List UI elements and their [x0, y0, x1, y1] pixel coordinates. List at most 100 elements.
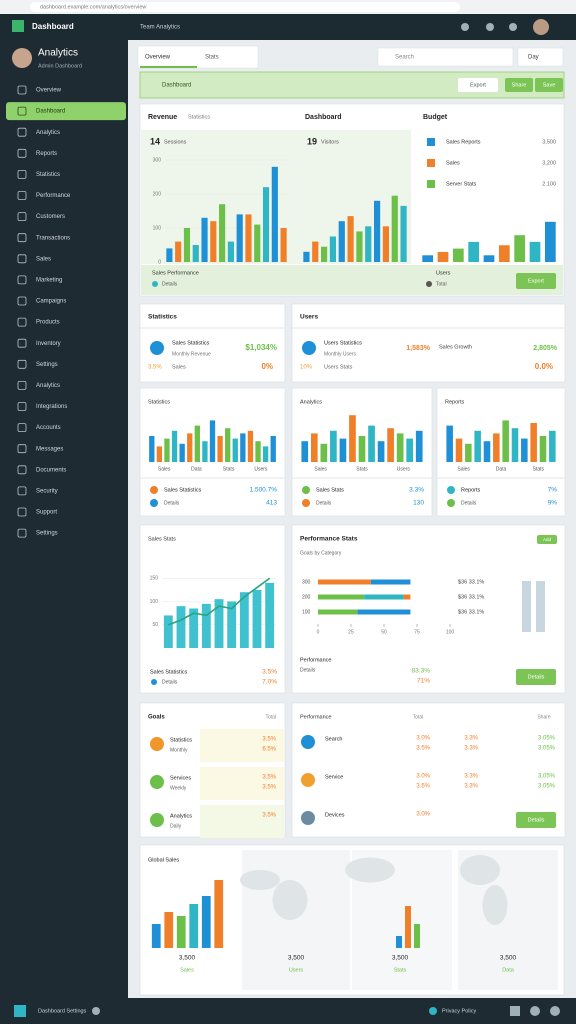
bar — [192, 245, 199, 262]
avatar — [533, 19, 549, 35]
icon — [151, 679, 157, 685]
value: 7.0% — [262, 679, 277, 686]
bar — [338, 221, 345, 262]
legend-icon — [427, 180, 435, 188]
bar — [368, 425, 375, 462]
x-tick-label: Data — [496, 466, 507, 472]
bar — [262, 446, 269, 462]
bar — [163, 615, 173, 648]
x-tick-label: 100 — [446, 629, 455, 635]
trend-line — [168, 577, 271, 626]
y-tick-label: 100 — [150, 599, 159, 605]
legend-entry: Server Stats — [446, 181, 477, 187]
tab-active-line — [140, 66, 197, 68]
bar — [502, 420, 509, 462]
x-tick-label: Data — [191, 466, 202, 472]
note: 10% — [300, 365, 313, 371]
label: Total — [436, 281, 447, 287]
x-tick-label: Sales — [158, 466, 171, 472]
nav-item: Dashboard — [36, 109, 65, 115]
item-title: Analytics — [170, 813, 192, 819]
button-label: Details — [528, 817, 545, 823]
value: $36 33.1% — [458, 609, 484, 615]
nav-icon — [17, 486, 27, 496]
list-row-bg — [200, 767, 284, 800]
label: Monthly — [170, 747, 188, 753]
bar — [396, 433, 404, 462]
banner-title: Dashboard — [162, 83, 191, 89]
button[interactable] — [516, 669, 556, 685]
value: 1,583% — [406, 345, 431, 352]
search-box[interactable] — [377, 47, 514, 67]
icon — [150, 775, 164, 789]
button[interactable] — [516, 812, 556, 828]
label: Monthly Users — [324, 351, 356, 357]
bar — [164, 912, 174, 948]
value: 71% — [417, 678, 430, 685]
label: Users — [436, 270, 451, 276]
bar — [414, 924, 420, 948]
nav-icon — [17, 380, 27, 390]
value: 2,805% — [533, 345, 558, 352]
nav-icon — [17, 127, 27, 137]
bar — [236, 214, 243, 262]
banner — [139, 71, 565, 99]
map-landmass — [482, 885, 508, 925]
map-landmass — [240, 870, 280, 890]
bar — [201, 603, 211, 648]
nav-item: Integrations — [36, 404, 67, 410]
bar — [201, 217, 208, 262]
bar — [406, 438, 414, 462]
nav-item: Inventory — [36, 341, 61, 347]
label: Monthly Revenue — [172, 351, 211, 357]
button[interactable] — [516, 273, 556, 289]
nav-icon — [17, 296, 27, 306]
item-title: Devices — [325, 812, 345, 818]
bar — [232, 438, 238, 462]
value: 3.3% — [464, 736, 478, 742]
button[interactable] — [458, 78, 498, 92]
x-tick-label: 50 — [381, 629, 387, 635]
nav-item: Accounts — [36, 425, 61, 431]
legend-value: 3,500 — [542, 139, 556, 145]
button[interactable] — [535, 78, 563, 92]
value: 83.3% — [412, 668, 431, 675]
value: 3.3% — [409, 487, 424, 494]
footer-label: Sales Stats — [316, 487, 344, 493]
bar — [312, 241, 319, 262]
label: Weekly — [170, 785, 187, 791]
bar — [149, 436, 155, 462]
bar — [530, 423, 537, 462]
value: 3.3% — [464, 784, 478, 790]
filter-box[interactable] — [517, 47, 564, 67]
bar — [201, 896, 211, 948]
bar — [189, 904, 199, 948]
bar — [544, 221, 556, 262]
icon — [429, 1007, 437, 1015]
bar — [219, 204, 226, 262]
button-label: Save — [543, 82, 556, 88]
badge — [537, 535, 557, 544]
bar — [171, 430, 178, 462]
legend-icon — [427, 138, 435, 146]
profile-role: Admin Dashboard — [38, 63, 82, 69]
label: Sessions — [164, 139, 187, 145]
legend-value: 3,200 — [542, 160, 556, 166]
bar — [227, 601, 237, 648]
bar — [245, 214, 252, 262]
nav-icon — [17, 402, 27, 411]
nav-item: Performance — [36, 193, 71, 199]
bar — [175, 241, 182, 262]
tabs — [137, 45, 259, 69]
nav-icon — [17, 507, 27, 517]
value: 6.5% — [262, 747, 276, 753]
bar — [329, 236, 337, 262]
icon — [461, 23, 469, 31]
bar — [474, 430, 481, 462]
value: 3.05% — [538, 774, 556, 780]
footer-icon — [510, 1006, 520, 1016]
y-tick-label: 300 — [153, 157, 162, 163]
label: Details — [461, 500, 477, 506]
bar — [521, 438, 528, 462]
button[interactable] — [505, 78, 533, 92]
